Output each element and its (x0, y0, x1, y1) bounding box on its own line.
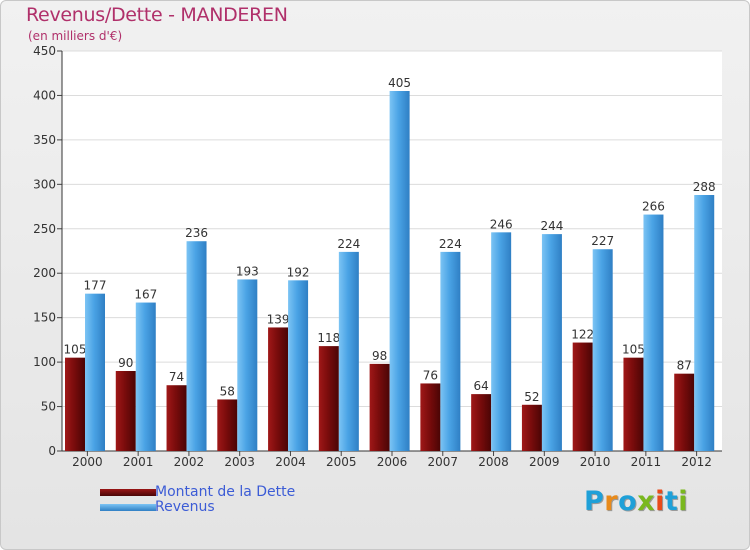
bar-revenus (338, 251, 359, 451)
legend-label-revenus: Revenus (155, 499, 215, 515)
data-label: 76 (423, 368, 438, 382)
bar-revenus (643, 214, 664, 451)
y-tick-label: 200 (33, 266, 56, 280)
y-tick-label: 150 (33, 311, 56, 325)
bar-dette (65, 357, 85, 451)
data-label: 87 (677, 359, 692, 373)
bar-dette (115, 371, 136, 451)
logo-letter: P (584, 486, 605, 517)
data-label: 90 (118, 356, 133, 370)
data-label: 244 (540, 219, 563, 233)
data-label: 58 (220, 384, 235, 398)
data-label: 192 (287, 265, 310, 279)
y-tick-label: 400 (33, 88, 56, 102)
chart-subtitle: (en milliers d'€) (28, 29, 123, 43)
x-tick-label: 2007 (427, 455, 458, 469)
y-tick-label: 0 (48, 444, 56, 458)
y-tick-label: 300 (33, 177, 56, 191)
bar-dette (369, 363, 390, 451)
x-tick-label: 2000 (72, 455, 103, 469)
data-label: 236 (185, 226, 208, 240)
data-label: 139 (267, 312, 290, 326)
logo-letter: x (637, 486, 656, 517)
x-tick-label: 2012 (681, 455, 712, 469)
y-tick-label: 450 (33, 44, 56, 58)
data-label: 266 (642, 200, 665, 214)
legend-swatch-dette (100, 489, 156, 496)
data-label: 246 (490, 217, 513, 231)
x-tick-label: 2006 (377, 455, 408, 469)
data-label: 98 (372, 349, 387, 363)
data-label: 177 (84, 279, 107, 293)
logo-letter: i (655, 486, 665, 517)
bar-revenus (135, 302, 156, 451)
logo-letter: o (618, 486, 638, 517)
y-tick-label: 100 (33, 355, 56, 369)
bar-revenus (237, 279, 258, 451)
data-label: 74 (169, 370, 184, 384)
x-tick-label: 2003 (224, 455, 255, 469)
bar-dette (674, 373, 695, 451)
x-tick-label: 2004 (275, 455, 306, 469)
data-label: 105 (622, 343, 645, 357)
logo-letter: r (604, 486, 619, 517)
data-label: 64 (474, 379, 489, 393)
y-tick-label: 250 (33, 222, 56, 236)
y-tick-label: 350 (33, 133, 56, 147)
x-tick-label: 2002 (174, 455, 205, 469)
bar-dette (471, 394, 492, 451)
data-label: 224 (337, 237, 360, 251)
data-label: 288 (693, 180, 716, 194)
x-tick-label: 2008 (478, 455, 509, 469)
data-label: 105 (64, 343, 87, 357)
bar-revenus (541, 234, 562, 451)
bar-revenus (288, 280, 309, 451)
bar-revenus (389, 91, 410, 451)
data-label: 118 (317, 331, 340, 345)
x-tick-label: 2001 (123, 455, 154, 469)
bar-dette (623, 357, 644, 451)
proxiti-logo: Proxiti (584, 486, 688, 517)
bar-revenus (186, 241, 207, 451)
x-tick-label: 2009 (529, 455, 560, 469)
bar-revenus (694, 195, 715, 451)
data-label: 52 (524, 390, 539, 404)
data-label: 193 (236, 264, 259, 278)
logo-letter: i (678, 486, 689, 517)
bar-dette (268, 327, 289, 451)
bar-dette (166, 385, 187, 451)
x-tick-label: 2010 (580, 455, 611, 469)
bar-dette (420, 383, 441, 451)
bar-revenus (85, 293, 105, 451)
bar-revenus (592, 249, 613, 451)
bar-dette (521, 404, 542, 451)
bar-revenus (440, 251, 461, 451)
legend-label-dette: Montant de la Dette (155, 484, 296, 500)
y-tick-label: 50 (41, 400, 56, 414)
bar-dette (217, 399, 238, 451)
bar-dette (572, 342, 593, 451)
chart-title: Revenus/Dette - MANDEREN (26, 4, 288, 26)
x-tick-label: 2011 (631, 455, 662, 469)
data-label: 122 (571, 328, 594, 342)
bar-dette (318, 346, 339, 451)
data-label: 224 (439, 237, 462, 251)
logo-letter: t (664, 486, 679, 517)
x-tick-label: 2005 (326, 455, 357, 469)
data-label: 227 (591, 234, 614, 248)
data-label: 167 (134, 288, 157, 302)
legend-swatch-revenus (100, 504, 156, 511)
bar-revenus (491, 232, 512, 451)
data-label: 405 (388, 76, 411, 90)
